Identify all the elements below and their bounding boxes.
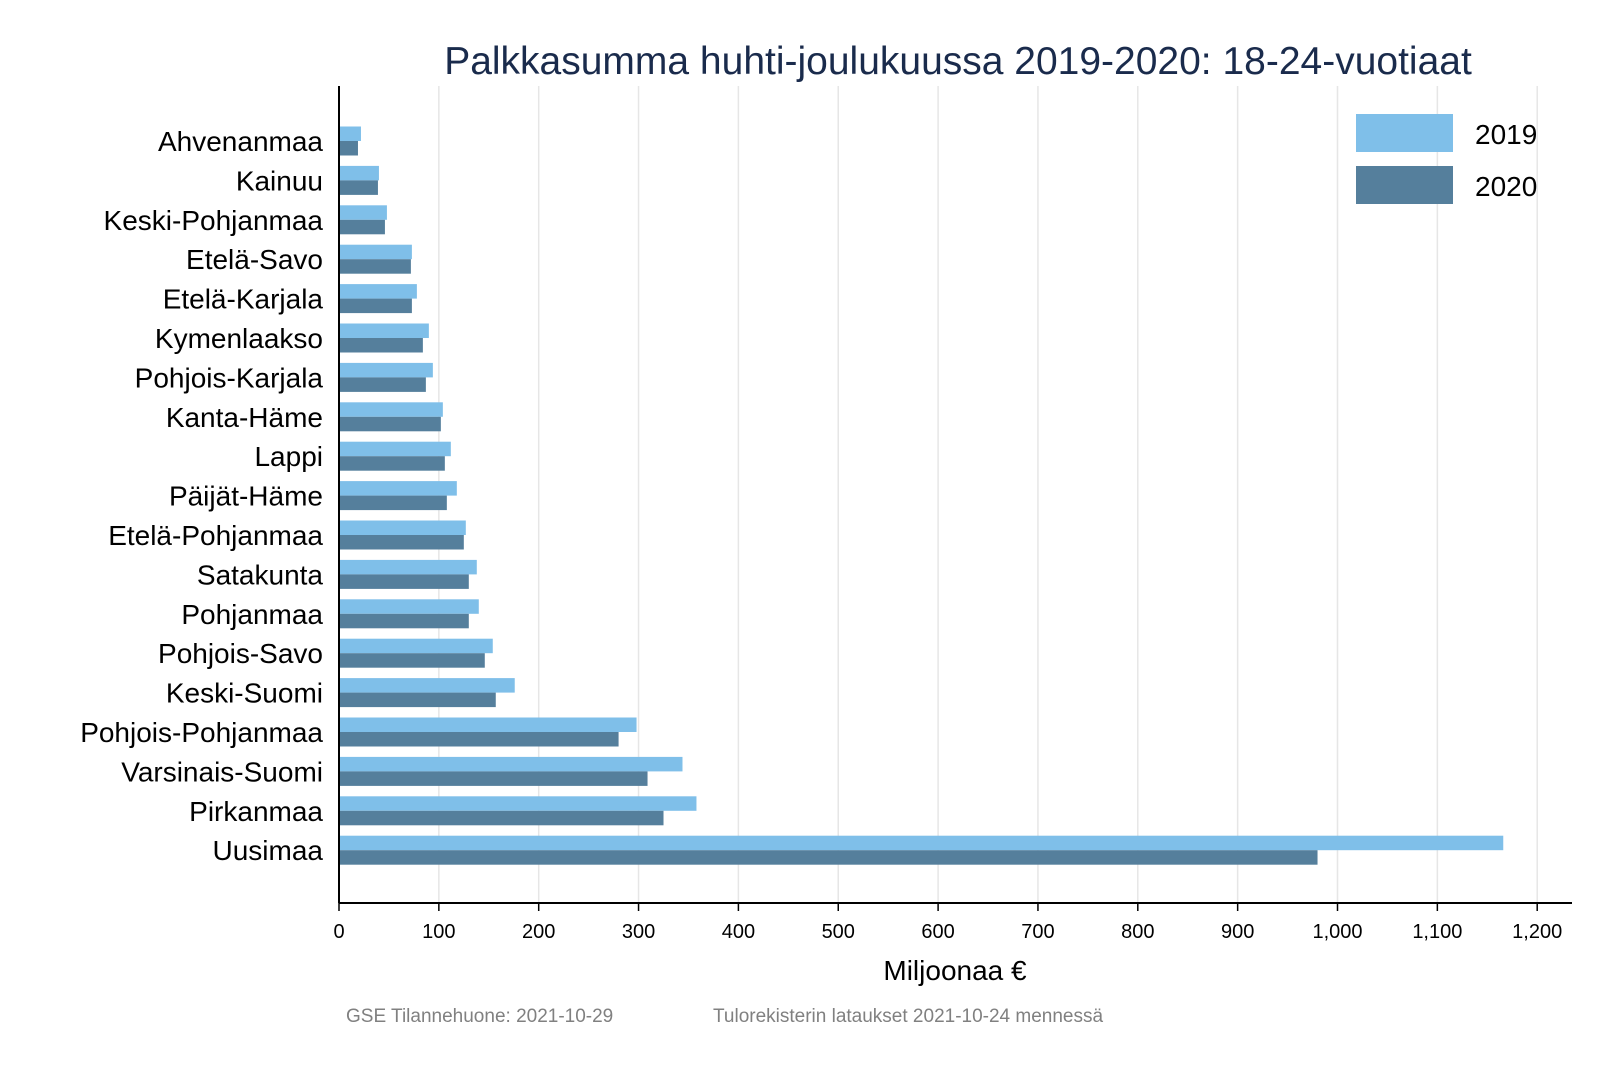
bar-2020: [339, 377, 426, 392]
bar-2020: [339, 338, 423, 353]
bar-2020: [339, 810, 664, 826]
bar-2019: [339, 244, 412, 260]
bar-2019: [339, 441, 451, 457]
bar-2019: [339, 520, 466, 535]
bar-2020: [339, 692, 496, 708]
bar-2019: [339, 126, 361, 141]
x-tick-label: 1,100: [1412, 921, 1462, 943]
chart-title: Palkkasumma huhti-joulukuussa 2019-2020:…: [444, 40, 1472, 83]
y-category-label: Ahvenanmaa: [158, 126, 323, 157]
legend-swatch-2019: [1356, 114, 1453, 152]
bar-2019: [339, 717, 637, 732]
y-axis-labels: Ahvenanmaa Kainuu Keski-Pohjanmaa Etelä-Sav…: [80, 126, 323, 866]
y-category-label: Uusimaa: [213, 835, 324, 866]
x-tick-label: 500: [822, 921, 855, 943]
y-category-label: Pohjois-Savo: [158, 638, 323, 669]
x-tick-label: 400: [722, 921, 755, 943]
legend-label-2020: 2020: [1475, 171, 1537, 202]
bar-2020: [339, 298, 412, 314]
y-category-label: Päijät-Häme: [169, 481, 323, 512]
y-category-label: Varsinais-Suomi: [121, 756, 323, 787]
legend-swatch-2020: [1356, 166, 1453, 204]
bar-2020: [339, 613, 469, 629]
bar-2020: [339, 219, 385, 235]
bar-2020: [339, 850, 1318, 865]
bar-2019: [339, 599, 479, 614]
bar-2019: [339, 205, 387, 220]
bar-2019: [339, 796, 697, 811]
x-axis-title: Miljoonaa €: [883, 955, 1027, 986]
y-category-label: Kanta-Häme: [166, 402, 323, 433]
x-tick-label: 600: [921, 921, 954, 943]
bar-2019: [339, 165, 379, 181]
x-tick-label: 0: [333, 921, 344, 943]
y-category-label: Pohjois-Karjala: [135, 362, 324, 393]
y-category-label: Keski-Suomi: [166, 678, 323, 709]
legend-label-2019: 2019: [1475, 119, 1537, 150]
bars: [339, 126, 1504, 865]
y-category-label: Kainuu: [236, 165, 323, 196]
legend: 2019 2020: [1356, 114, 1537, 204]
bar-2019: [339, 835, 1504, 851]
bar-2020: [339, 535, 464, 550]
y-category-label: Etelä-Savo: [186, 244, 323, 275]
bar-2019: [339, 323, 429, 338]
bar-2019: [339, 402, 443, 417]
bar-2020: [339, 180, 378, 195]
x-tick-label: 300: [622, 921, 655, 943]
y-category-label: Pohjois-Pohjanmaa: [80, 717, 323, 748]
gridlines: [438, 86, 1538, 903]
x-tick-label: 1,000: [1312, 921, 1362, 943]
bar-2019: [339, 756, 683, 772]
bar-2020: [339, 771, 648, 786]
y-category-label: Kymenlaakso: [155, 323, 323, 354]
x-tick-label: 1,200: [1512, 921, 1562, 943]
x-tick-label: 200: [522, 921, 555, 943]
y-category-label: Satakunta: [197, 559, 324, 590]
x-axis-ticks: 0 100 200 300 400 500 600 700 800 900 1,000 1,100 1,…: [333, 903, 1562, 943]
x-tick-label: 900: [1221, 921, 1254, 943]
bar-2020: [339, 456, 445, 471]
footer-source: GSE Tilannehuone: 2021-10-29: [346, 1006, 614, 1027]
bar-2020: [339, 574, 469, 589]
bar-2020: [339, 653, 485, 668]
bar-2020: [339, 416, 441, 432]
bar-2020: [339, 495, 447, 511]
bar-2019: [339, 362, 433, 378]
bar-2019: [339, 678, 515, 693]
x-tick-label: 700: [1021, 921, 1054, 943]
x-tick-label: 800: [1121, 921, 1154, 943]
bar-2019: [339, 559, 477, 575]
bar-2019: [339, 638, 493, 654]
bar-2020: [339, 732, 619, 747]
y-category-label: Keski-Pohjanmaa: [104, 205, 324, 236]
x-tick-label: 100: [422, 921, 455, 943]
bar-2019: [339, 481, 457, 496]
y-category-label: Etelä-Karjala: [163, 284, 324, 315]
y-category-label: Pirkanmaa: [189, 796, 323, 827]
footer-note: Tulorekisterin lataukset 2021-10-24 menn…: [713, 1006, 1104, 1027]
bar-2020: [339, 141, 358, 156]
bar-2019: [339, 284, 417, 299]
y-category-label: Lappi: [254, 441, 323, 472]
bar-2020: [339, 259, 411, 274]
y-category-label: Etelä-Pohjanmaa: [108, 520, 323, 551]
y-category-label: Pohjanmaa: [181, 599, 323, 630]
